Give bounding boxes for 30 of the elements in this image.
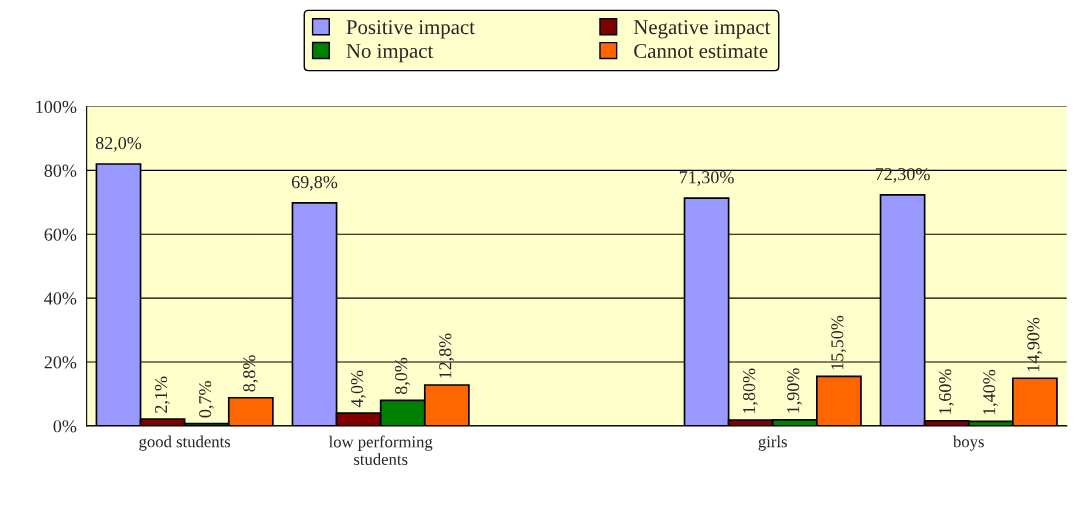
data-label: 2,1% (154, 376, 170, 413)
y-tick-label: 100% (36, 100, 77, 113)
data-label: 71,30% (679, 171, 734, 186)
y-tick-label: 60% (44, 228, 77, 241)
data-label: 0,7% (199, 381, 214, 418)
x-tick-label: girls (758, 435, 787, 451)
data-label: 8,0% (395, 357, 410, 395)
data-label: 14,90% (1027, 317, 1043, 372)
x-tick-label: boys (953, 435, 984, 451)
data-label: 4,0% (350, 370, 366, 408)
legend-label: No impact (346, 43, 434, 63)
x-tick-label: good students (139, 435, 231, 451)
data-label: 8,8% (243, 355, 258, 392)
data-label: 1,60% (939, 369, 954, 414)
data-label: 1,80% (743, 368, 758, 413)
y-tick-label: 0% (53, 420, 77, 433)
data-label: 15,50% (831, 315, 846, 370)
data-label: 1,40% (983, 369, 998, 415)
data-label: 69,8% (291, 175, 338, 191)
y-tick-label: 20% (44, 356, 77, 369)
x-tick-label: low performing students (328, 435, 433, 465)
data-label: 72,30% (875, 167, 930, 183)
data-label: 1,90% (787, 368, 802, 413)
legend-label: Cannot estimate (634, 44, 768, 59)
legend-label: Positive impact (346, 20, 475, 39)
legend-label: Negative impact (633, 20, 771, 39)
data-label: 12,8% (439, 333, 454, 378)
data-label: 82,0% (95, 137, 142, 152)
y-tick-label: 40% (44, 292, 77, 305)
y-tick-label: 80% (44, 164, 77, 177)
